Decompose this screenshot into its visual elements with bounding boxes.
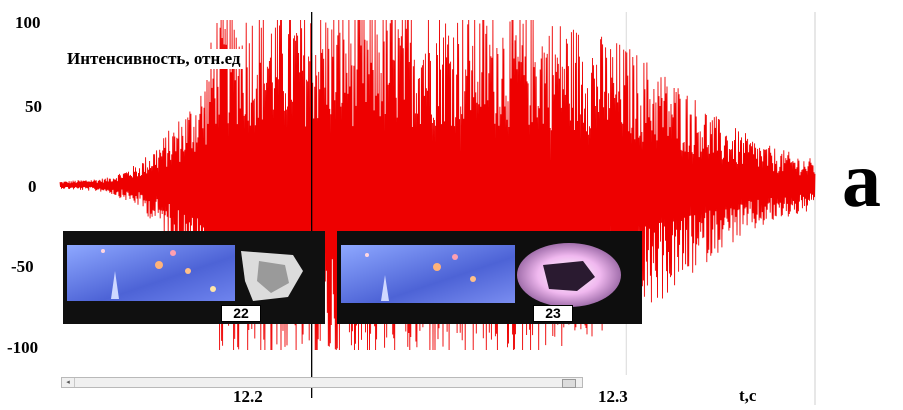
scroll-thumb[interactable] bbox=[562, 379, 576, 388]
y-tick-label: 50 bbox=[25, 97, 42, 116]
x-axis-title: t,c bbox=[739, 386, 757, 405]
scroll-left-arrow-icon[interactable]: ◂ bbox=[62, 378, 75, 387]
frame-image bbox=[63, 231, 325, 324]
video-frame-inset: 22 bbox=[63, 231, 325, 324]
y-tick-label: -50 bbox=[11, 257, 34, 276]
timeline-scrollbar[interactable]: ◂ bbox=[61, 377, 583, 388]
y-axis-title: Интенсивность, отн.ед bbox=[64, 49, 244, 69]
signal-line bbox=[59, 19, 816, 351]
y-tick-label: -100 bbox=[7, 338, 39, 357]
video-frame-inset: 23 bbox=[337, 231, 642, 324]
y-tick-label: 100 bbox=[15, 13, 41, 32]
panel-label: a bbox=[842, 136, 881, 223]
frame-image bbox=[337, 231, 642, 324]
x-tick-label: 12.2 bbox=[233, 387, 263, 406]
frame-number: 23 bbox=[533, 305, 573, 322]
y-tick-label: 0 bbox=[28, 177, 37, 196]
x-tick-label: 12.3 bbox=[598, 387, 628, 406]
frame-number: 22 bbox=[221, 305, 261, 322]
signal-layer bbox=[59, 19, 816, 351]
